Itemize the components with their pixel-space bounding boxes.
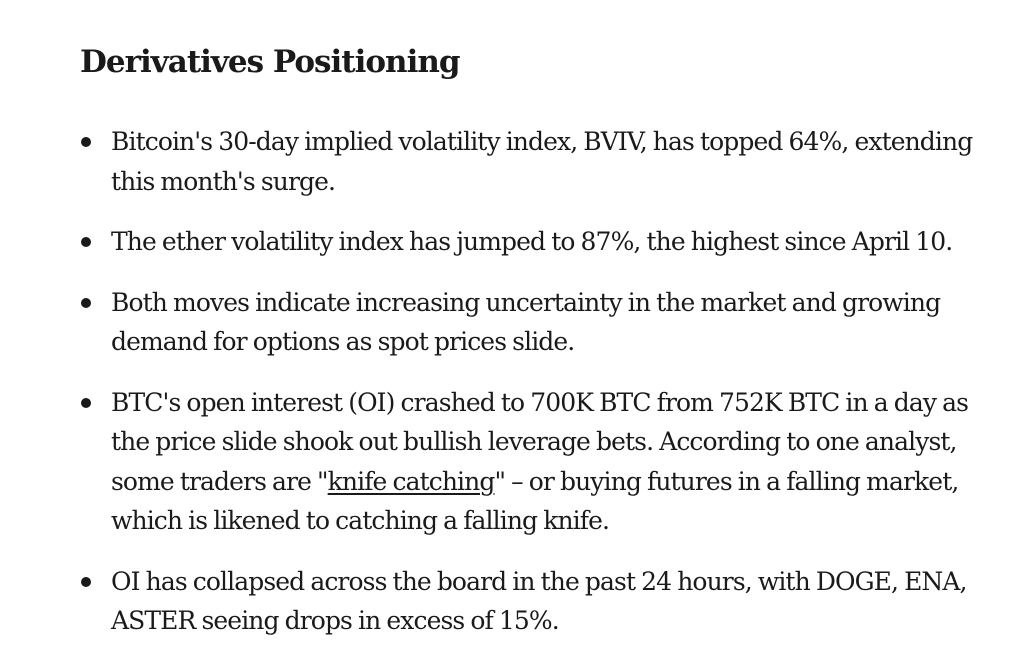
bullet-dot-icon bbox=[81, 397, 91, 408]
article-section: Derivatives Positioning Bitcoin's 30-day… bbox=[80, 40, 980, 662]
bullet-item: Bitcoin's 30-day implied volatility inde… bbox=[80, 122, 980, 201]
bullet-item: OI has collapsed across the board in the… bbox=[80, 562, 980, 641]
bullet-item: The ether volatility index has jumped to… bbox=[80, 222, 980, 262]
bullet-text: OI has collapsed across the board in the… bbox=[111, 566, 968, 636]
bullet-item: Both moves indicate increasing uncertain… bbox=[80, 283, 980, 362]
bullet-item: BTC's open interest (OI) crashed to 700K… bbox=[80, 383, 980, 541]
bullet-text: Bitcoin's 30-day implied volatility inde… bbox=[111, 127, 973, 196]
bullet-dot-icon bbox=[81, 137, 91, 147]
section-heading: Derivatives Positioning bbox=[80, 44, 461, 80]
bullet-text: Both moves indicate increasing uncertain… bbox=[111, 287, 941, 357]
bullet-dot-icon bbox=[81, 237, 91, 247]
bullet-text-after-link: " – or buying futures in a falling marke… bbox=[111, 466, 959, 536]
bullet-list: Bitcoin's 30-day implied volatility inde… bbox=[80, 122, 980, 641]
knife-catching-link[interactable]: knife catching bbox=[327, 466, 496, 496]
bullet-dot-icon bbox=[81, 297, 91, 308]
bullet-dot-icon bbox=[81, 576, 91, 587]
bullet-text-before-link: BTC's open interest (OI) crashed to 700K… bbox=[111, 387, 969, 496]
bullet-text: The ether volatility index has jumped to… bbox=[111, 227, 953, 256]
